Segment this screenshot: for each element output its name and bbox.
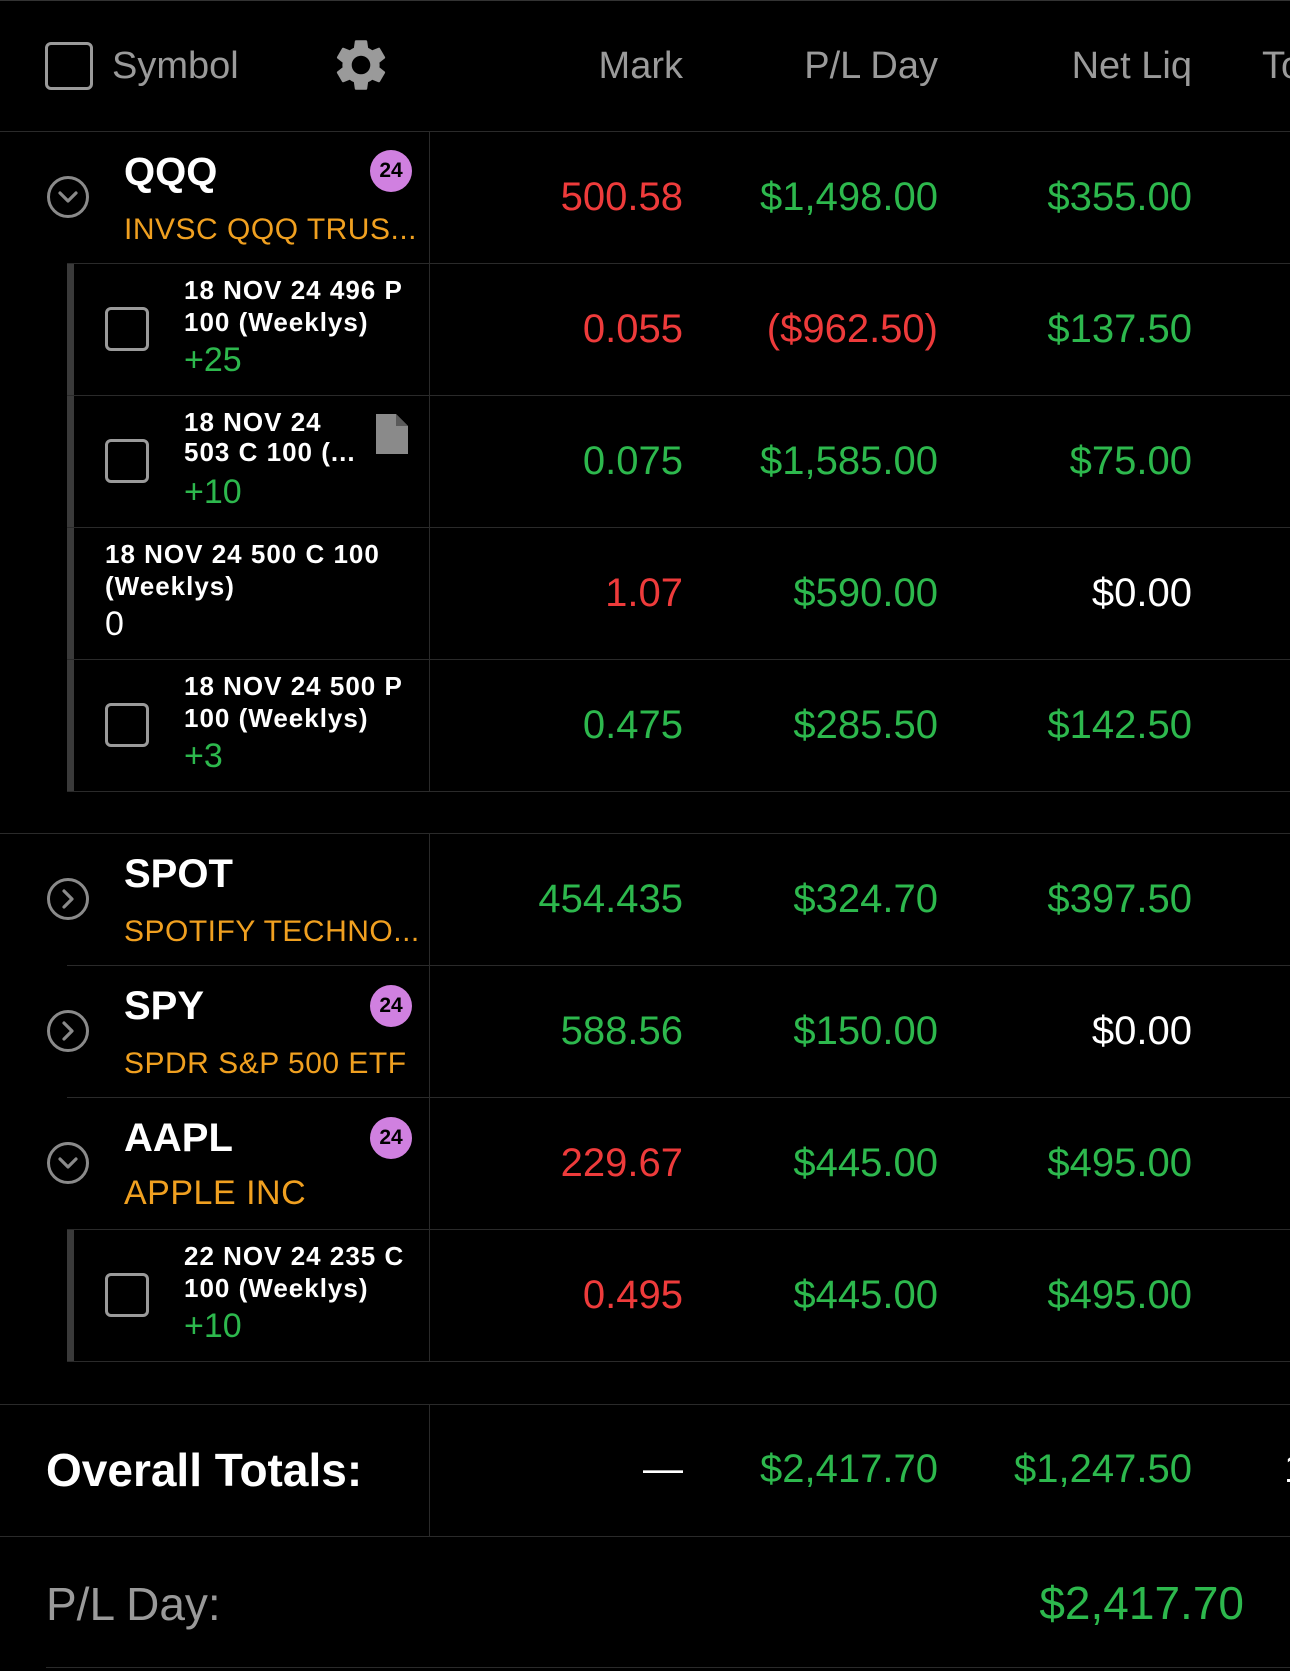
summary-label: P/L Day: bbox=[46, 1578, 221, 1630]
totals-pl-day-value: $2,417.70 bbox=[760, 1447, 938, 1491]
net-liq-value: $355.00 bbox=[1047, 175, 1192, 219]
symbol-column-header[interactable]: Symbol bbox=[112, 45, 239, 87]
net-liq-value: $0.00 bbox=[1091, 1009, 1192, 1053]
leg-quantity: +10 bbox=[184, 1307, 242, 1345]
net-liq-value: $142.50 bbox=[1047, 703, 1192, 747]
pl-day-value: $590.00 bbox=[793, 571, 938, 615]
position-symbol: AAPL bbox=[124, 1116, 233, 1160]
mark-value: 0.075 bbox=[582, 439, 683, 483]
pl-day-value: ($962.50) bbox=[766, 307, 938, 351]
document-icon[interactable] bbox=[376, 414, 408, 454]
leg-contract-line2: (Weeklys) bbox=[105, 571, 235, 601]
chevron-down-circle-icon[interactable] bbox=[47, 176, 89, 218]
leg-contract-line1: 18 NOV 24 496 P bbox=[184, 275, 403, 305]
leg-contract-line1: 18 NOV 24 500 C 100 bbox=[105, 539, 380, 569]
position-description: SPDR S&P 500 ETF bbox=[124, 1047, 407, 1080]
pl-day-column-header[interactable]: P/L Day bbox=[804, 45, 938, 87]
leg-quantity: +25 bbox=[184, 341, 242, 379]
summary-value: $2,417.70 bbox=[1039, 1577, 1244, 1629]
mark-value: 500.58 bbox=[560, 175, 683, 219]
mark-column-header[interactable]: Mark bbox=[598, 45, 683, 87]
net-liq-value: $137.50 bbox=[1047, 307, 1192, 351]
leg-contract-line1: 22 NOV 24 235 C bbox=[184, 1241, 405, 1271]
truncated-column-header[interactable]: To bbox=[1262, 45, 1290, 87]
leg-contract-line2: 100 (Weeklys) bbox=[184, 307, 369, 337]
leg-contract-line1: 18 NOV 24 bbox=[184, 407, 322, 437]
mark-value: 1.07 bbox=[605, 571, 683, 615]
pl-day-value: $445.00 bbox=[793, 1273, 938, 1317]
pl-day-value: $1,498.00 bbox=[760, 175, 938, 219]
leg-checkbox[interactable] bbox=[105, 439, 149, 483]
chevron-right-circle-icon[interactable] bbox=[47, 878, 89, 920]
leg-contract-line1: 18 NOV 24 500 P bbox=[184, 671, 403, 701]
leg-contract-line2: 503 C 100 (... bbox=[184, 437, 356, 467]
pl-day-value: $285.50 bbox=[793, 703, 938, 747]
gear-icon[interactable] bbox=[330, 34, 392, 96]
totals-net-liq-value: $1,247.50 bbox=[1014, 1447, 1192, 1491]
net-liq-value: $397.50 bbox=[1047, 877, 1192, 921]
mark-value: 0.475 bbox=[582, 703, 683, 747]
position-count-badge: 24 bbox=[370, 1117, 412, 1159]
leg-checkbox[interactable] bbox=[105, 703, 149, 747]
position-count-badge: 24 bbox=[370, 150, 412, 192]
leg-quantity: 0 bbox=[105, 605, 124, 643]
leg-checkbox[interactable] bbox=[105, 307, 149, 351]
net-liq-value: $75.00 bbox=[1069, 439, 1192, 483]
leg-contract-line2: 100 (Weeklys) bbox=[184, 703, 369, 733]
pl-day-value: $445.00 bbox=[793, 1141, 938, 1185]
position-description: APPLE INC bbox=[124, 1174, 307, 1212]
position-symbol: QQQ bbox=[124, 150, 218, 194]
totals-label: Overall Totals: bbox=[46, 1444, 363, 1496]
leg-quantity: +10 bbox=[184, 473, 242, 511]
mark-value: 0.055 bbox=[582, 307, 683, 351]
position-count-badge: 24 bbox=[370, 985, 412, 1027]
net-liq-value: $495.00 bbox=[1047, 1141, 1192, 1185]
mark-value: 0.495 bbox=[582, 1273, 683, 1317]
mark-value: 588.56 bbox=[560, 1009, 683, 1053]
position-symbol: SPOT bbox=[124, 852, 233, 896]
mark-value: 454.435 bbox=[538, 877, 683, 921]
position-description: SPOTIFY TECHNO... bbox=[124, 915, 420, 948]
pl-day-value: $1,585.00 bbox=[760, 439, 938, 483]
leg-contract-line2: 100 (Weeklys) bbox=[184, 1273, 369, 1303]
totals-truncated-value: 1 bbox=[1284, 1445, 1290, 1493]
net-liq-value: $0.00 bbox=[1091, 571, 1192, 615]
select-all-checkbox[interactable] bbox=[45, 42, 93, 90]
pl-day-value: $324.70 bbox=[793, 877, 938, 921]
net-liq-value: $495.00 bbox=[1047, 1273, 1192, 1317]
mark-value: 229.67 bbox=[560, 1141, 683, 1185]
pl-day-value: $150.00 bbox=[793, 1009, 938, 1053]
totals-mark-value: — bbox=[643, 1447, 683, 1491]
position-symbol: SPY bbox=[124, 984, 205, 1028]
net-liq-column-header[interactable]: Net Liq bbox=[1071, 45, 1192, 87]
leg-quantity: +3 bbox=[184, 737, 223, 775]
chevron-down-circle-icon[interactable] bbox=[47, 1142, 89, 1184]
position-description: INVSC QQQ TRUS... bbox=[124, 213, 417, 246]
leg-checkbox[interactable] bbox=[105, 1273, 149, 1317]
chevron-right-circle-icon[interactable] bbox=[47, 1010, 89, 1052]
